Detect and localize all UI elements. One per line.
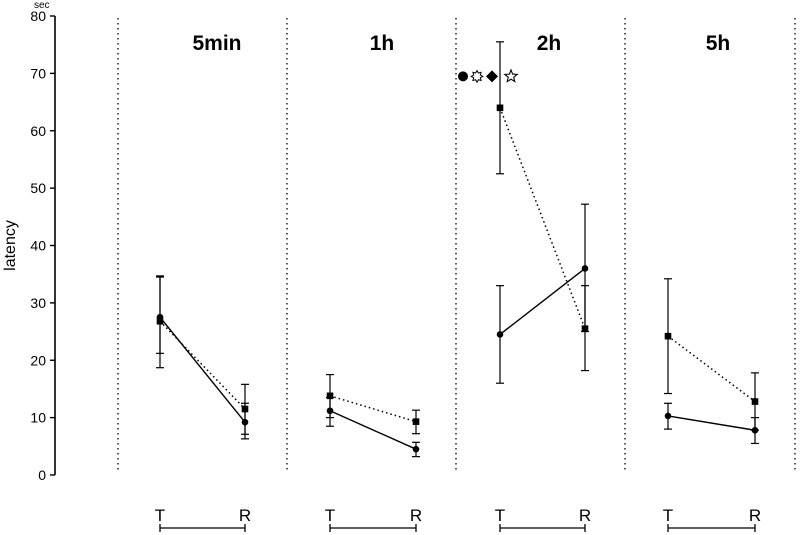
series-line-dotted (499, 107, 586, 329)
data-point-circle (581, 265, 589, 272)
data-point-square (156, 317, 164, 325)
significance-diamond-icon (486, 70, 498, 83)
y-tick-label: 40 (30, 238, 46, 254)
series-line-solid (329, 410, 417, 450)
significance-sun-icon (470, 69, 484, 84)
y-axis-label: latency (2, 220, 19, 271)
y-tick-label: 50 (30, 180, 46, 196)
data-point-square (751, 398, 759, 405)
y-tick-label: 70 (30, 65, 46, 81)
panel-title: 1h (370, 32, 395, 55)
data-point-circle (496, 331, 504, 338)
x-category-label: T (495, 506, 505, 525)
data-point-square (496, 104, 504, 112)
y-tick-label: 20 (30, 352, 46, 368)
series-line-solid (159, 316, 246, 423)
data-point-square (581, 325, 589, 332)
panel-title: 5h (706, 32, 731, 55)
data-point-square (412, 418, 420, 425)
y-tick-label: 30 (30, 295, 46, 311)
x-category-label: R (410, 506, 422, 525)
data-point-square (326, 392, 334, 400)
y-tick-label: 60 (30, 123, 46, 139)
series-line-dotted (159, 320, 246, 410)
series-line-solid (667, 415, 756, 431)
series-line-dotted (667, 335, 756, 403)
x-category-label: T (325, 506, 335, 525)
series-line-solid (499, 267, 586, 335)
y-unit-label: sec (34, 0, 50, 11)
data-point-square (241, 405, 249, 413)
x-category-label: T (155, 506, 165, 525)
significance-star-icon (503, 68, 519, 83)
y-tick-label: 80 (30, 8, 46, 24)
significance-circle-icon (458, 71, 468, 82)
data-point-circle (412, 445, 420, 453)
x-category-label: R (239, 506, 251, 525)
x-category-label: R (579, 506, 591, 525)
x-category-label: T (663, 506, 673, 525)
x-category-label: R (749, 506, 761, 525)
data-point-circle (664, 412, 672, 420)
panel-title: 5min (192, 32, 241, 55)
panel-title: 2h (537, 32, 562, 55)
series-line-dotted (329, 395, 417, 423)
y-tick-label: 0 (38, 467, 46, 483)
data-point-square (664, 332, 672, 340)
y-tick-label: 10 (30, 410, 46, 426)
